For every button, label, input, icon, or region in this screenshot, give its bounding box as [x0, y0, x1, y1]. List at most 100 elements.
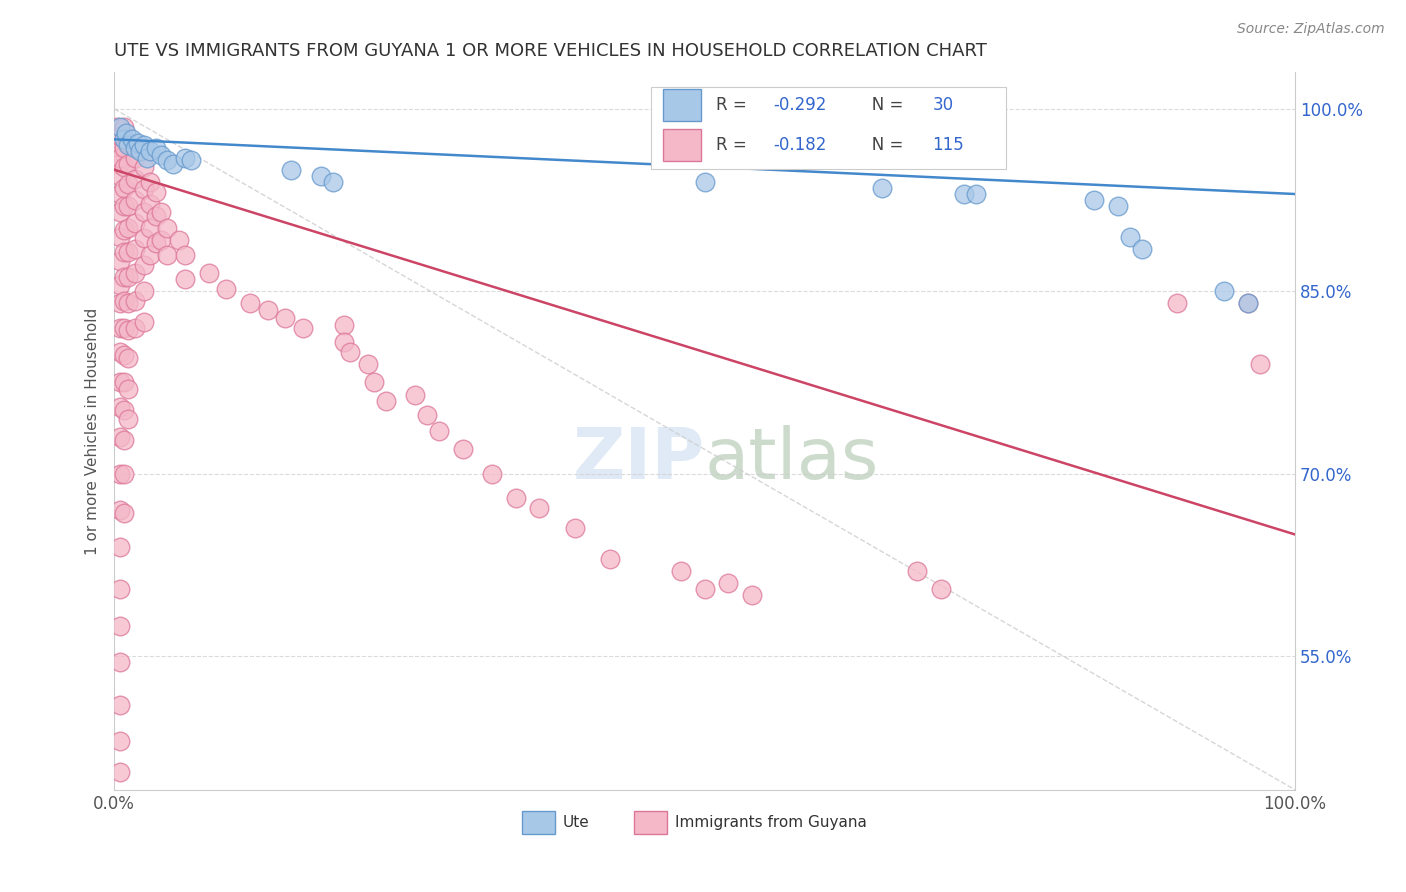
- Point: [1236, 296, 1258, 310]
- Point: [156, 248, 179, 262]
- Point: [112, 223, 135, 237]
- Point: [108, 618, 131, 632]
- Point: [339, 345, 361, 359]
- Point: [1118, 229, 1140, 244]
- Point: [117, 245, 139, 260]
- Point: [112, 320, 135, 334]
- Point: [108, 430, 131, 444]
- Point: [117, 138, 139, 153]
- Point: [124, 216, 146, 230]
- Point: [117, 412, 139, 426]
- Point: [112, 161, 135, 175]
- Point: [132, 315, 155, 329]
- Point: [292, 320, 315, 334]
- Point: [132, 138, 155, 153]
- FancyBboxPatch shape: [634, 812, 666, 834]
- Point: [108, 169, 131, 183]
- Point: [112, 433, 135, 447]
- Point: [112, 347, 135, 361]
- FancyBboxPatch shape: [522, 812, 554, 834]
- Point: [117, 199, 139, 213]
- Text: atlas: atlas: [704, 425, 879, 494]
- Point: [953, 187, 976, 202]
- Point: [333, 335, 356, 350]
- Text: -0.292: -0.292: [773, 96, 827, 114]
- Point: [108, 205, 131, 219]
- Point: [117, 178, 139, 192]
- Point: [136, 151, 159, 165]
- Point: [117, 221, 139, 235]
- Point: [905, 564, 928, 578]
- Point: [174, 272, 197, 286]
- Point: [124, 293, 146, 308]
- Point: [107, 132, 129, 146]
- Point: [117, 351, 139, 366]
- Point: [145, 141, 167, 155]
- Point: [138, 175, 160, 189]
- Point: [132, 258, 155, 272]
- Point: [112, 132, 135, 146]
- Point: [127, 136, 149, 150]
- Text: Immigrants from Guyana: Immigrants from Guyana: [675, 815, 868, 830]
- Point: [1107, 199, 1129, 213]
- Point: [357, 357, 380, 371]
- Point: [215, 282, 238, 296]
- Point: [363, 376, 385, 390]
- Point: [117, 296, 139, 310]
- Point: [105, 120, 128, 135]
- Point: [124, 242, 146, 256]
- Point: [108, 400, 131, 414]
- Point: [741, 588, 763, 602]
- Point: [138, 221, 160, 235]
- Point: [108, 320, 131, 334]
- Point: [1166, 296, 1188, 310]
- Point: [108, 734, 131, 748]
- Point: [108, 151, 131, 165]
- Point: [108, 229, 131, 244]
- Point: [1083, 193, 1105, 207]
- Point: [1130, 242, 1153, 256]
- Point: [197, 266, 219, 280]
- Point: [108, 120, 131, 135]
- Point: [481, 467, 503, 481]
- Text: R =: R =: [717, 136, 752, 154]
- Text: Ute: Ute: [562, 815, 589, 830]
- Point: [174, 248, 197, 262]
- Point: [167, 233, 190, 247]
- Point: [599, 551, 621, 566]
- Point: [108, 187, 131, 202]
- Point: [145, 209, 167, 223]
- Text: 115: 115: [932, 136, 965, 154]
- Text: Source: ZipAtlas.com: Source: ZipAtlas.com: [1237, 22, 1385, 37]
- Point: [427, 424, 450, 438]
- Point: [1249, 357, 1271, 371]
- Text: N =: N =: [856, 96, 908, 114]
- Point: [162, 156, 184, 170]
- Point: [870, 181, 893, 195]
- Point: [274, 311, 297, 326]
- Text: 30: 30: [932, 96, 953, 114]
- Point: [138, 145, 160, 159]
- Point: [132, 231, 155, 245]
- FancyBboxPatch shape: [651, 87, 1005, 169]
- Point: [108, 376, 131, 390]
- Point: [693, 175, 716, 189]
- Point: [117, 156, 139, 170]
- Point: [145, 235, 167, 250]
- Point: [124, 151, 146, 165]
- Point: [132, 182, 155, 196]
- Point: [108, 764, 131, 779]
- Point: [239, 296, 262, 310]
- Point: [309, 169, 332, 183]
- Point: [132, 285, 155, 299]
- Point: [108, 655, 131, 669]
- Point: [124, 320, 146, 334]
- Point: [112, 506, 135, 520]
- Point: [108, 345, 131, 359]
- Point: [564, 521, 586, 535]
- Point: [108, 698, 131, 712]
- Point: [112, 467, 135, 481]
- Point: [108, 156, 131, 170]
- Point: [108, 503, 131, 517]
- Point: [693, 582, 716, 597]
